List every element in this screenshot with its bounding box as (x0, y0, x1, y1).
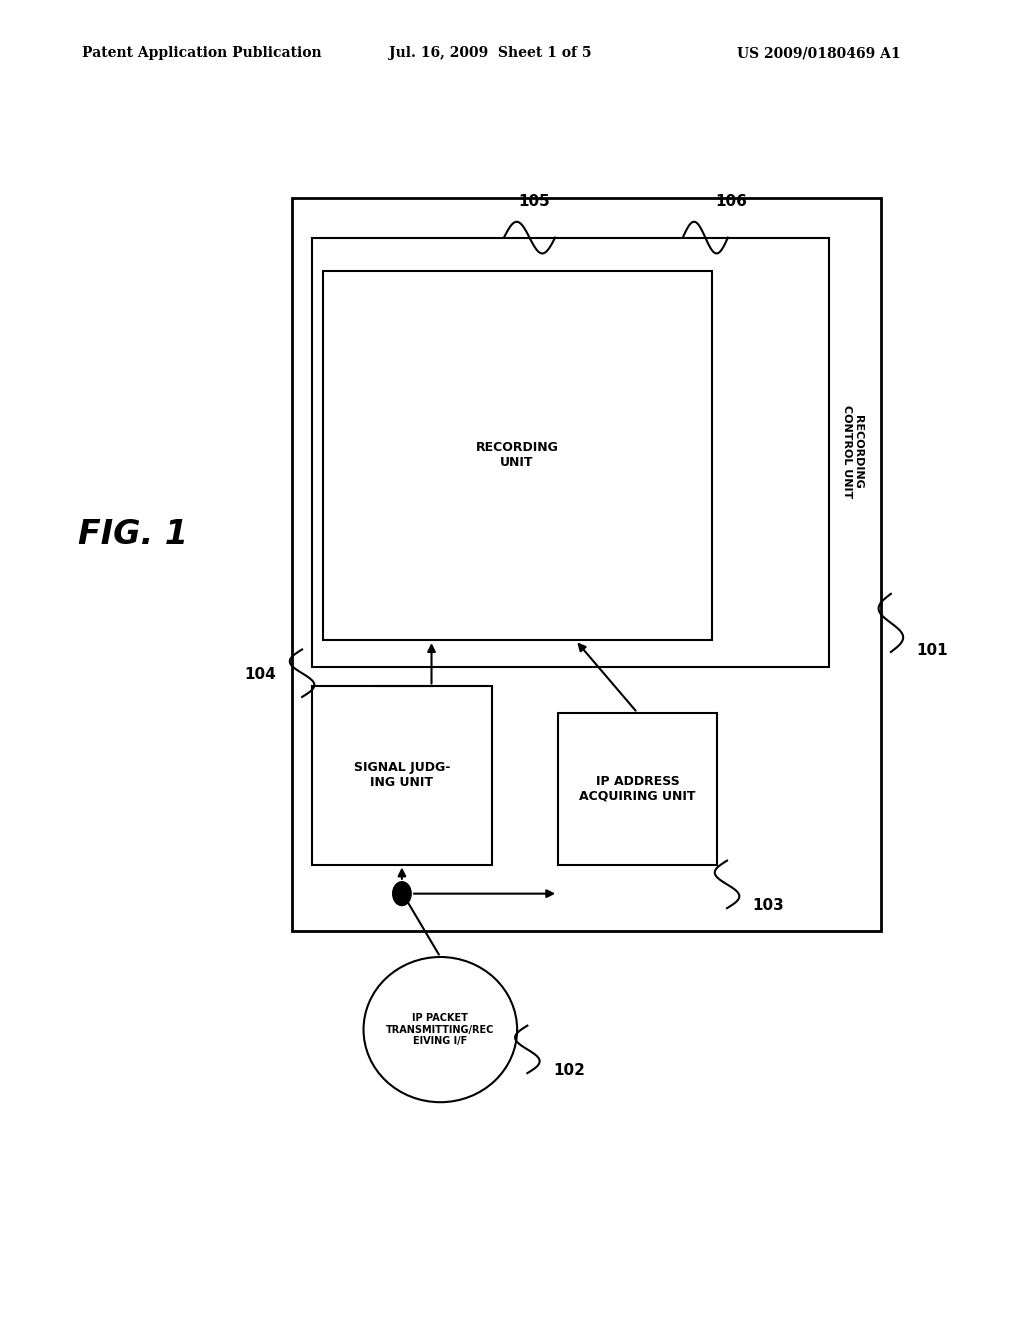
Bar (312, 238, 829, 667)
Text: Patent Application Publication: Patent Application Publication (82, 46, 322, 61)
Bar (558, 713, 717, 865)
Text: RECORDING
CONTROL UNIT: RECORDING CONTROL UNIT (842, 405, 863, 499)
Text: 103: 103 (753, 898, 784, 912)
Circle shape (392, 882, 411, 906)
Text: Jul. 16, 2009  Sheet 1 of 5: Jul. 16, 2009 Sheet 1 of 5 (389, 46, 592, 61)
Text: 105: 105 (519, 194, 551, 209)
Text: SIGNAL JUDG-
ING UNIT: SIGNAL JUDG- ING UNIT (353, 762, 451, 789)
Text: 101: 101 (916, 643, 948, 657)
Text: FIG. 1: FIG. 1 (78, 519, 188, 552)
Text: IP ADDRESS
ACQUIRING UNIT: IP ADDRESS ACQUIRING UNIT (580, 775, 695, 803)
Text: RECORDING
UNIT: RECORDING UNIT (476, 441, 558, 470)
Bar (323, 271, 712, 640)
Ellipse shape (364, 957, 517, 1102)
Text: IP PACKET
TRANSMITTING/REC
EIVING I/F: IP PACKET TRANSMITTING/REC EIVING I/F (386, 1012, 495, 1047)
Text: 102: 102 (553, 1063, 585, 1077)
Text: US 2009/0180469 A1: US 2009/0180469 A1 (737, 46, 901, 61)
Bar (312, 686, 492, 865)
Text: 104: 104 (245, 667, 276, 681)
Bar (292, 198, 881, 931)
Text: 106: 106 (716, 194, 748, 209)
